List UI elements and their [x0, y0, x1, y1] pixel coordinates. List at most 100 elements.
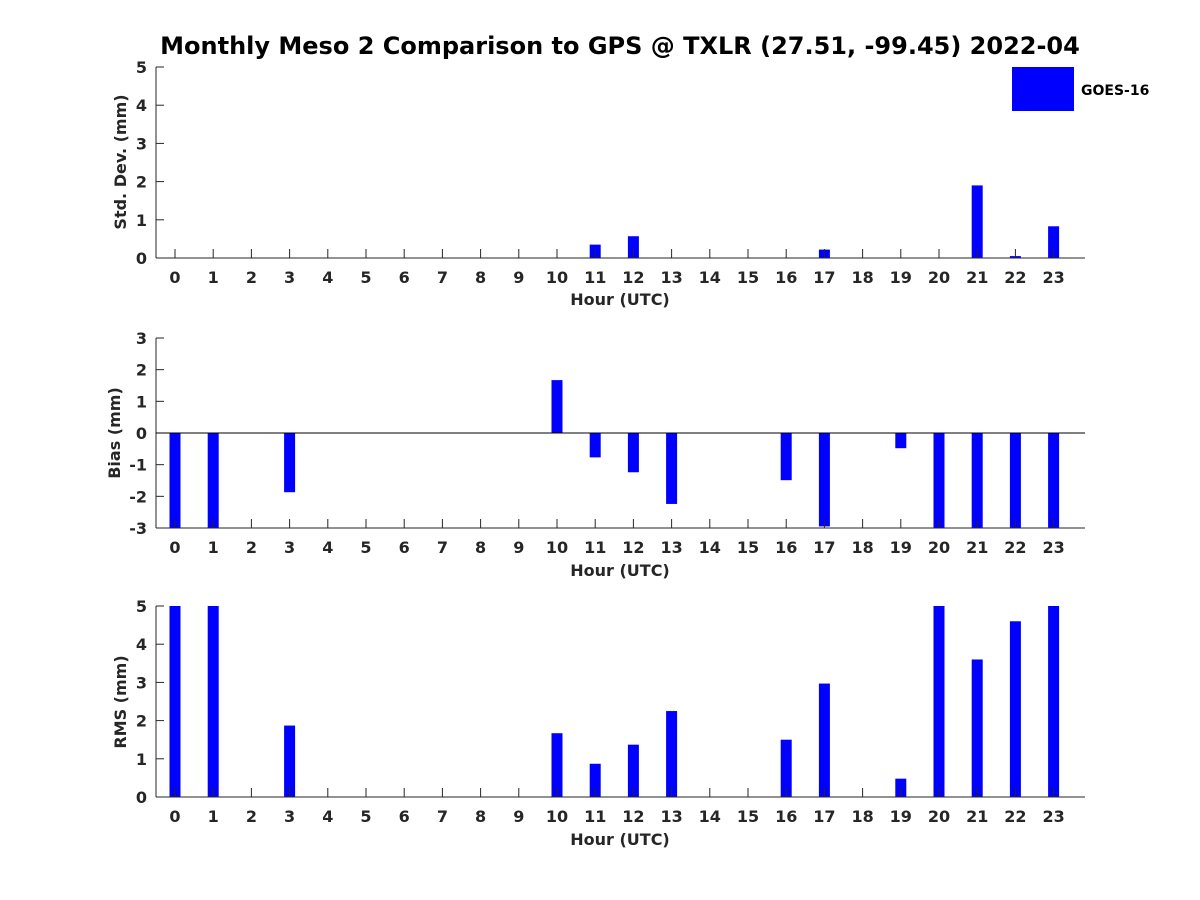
std-bar-hour-21 [971, 185, 983, 258]
rms-x-tick-label: 4 [322, 807, 333, 826]
rms-bar-hour-21 [971, 659, 983, 797]
rms-x-tick-label: 2 [246, 807, 257, 826]
bias-x-tick-label: 17 [813, 538, 835, 557]
rms-x-tick-label: 18 [851, 807, 873, 826]
bias-y-axis-label: Bias (mm) [105, 387, 124, 479]
bias-bar-hour-10 [551, 380, 563, 433]
std-x-tick-label: 11 [584, 268, 606, 287]
rms-y-axis-label: RMS (mm) [111, 655, 130, 748]
bias-x-tick-label: 6 [399, 538, 410, 557]
bias-x-tick-label: 4 [322, 538, 333, 557]
rms-x-tick-label: 3 [284, 807, 295, 826]
bias-x-tick-label: 8 [475, 538, 486, 557]
bias-bar-hour-23 [1048, 433, 1060, 528]
std-x-tick-label: 13 [660, 268, 682, 287]
rms-bar-hour-20 [933, 606, 945, 797]
bias-x-tick-label: 5 [360, 538, 371, 557]
std-x-tick-label: 0 [169, 268, 180, 287]
rms-y-ticks: 0 1 2 3 4 5 [136, 597, 164, 807]
rms-y-tick-label: 0 [136, 788, 147, 807]
std-x-tick-label: 17 [813, 268, 835, 287]
bias-bar-hour-11 [589, 433, 601, 458]
bias-y-tick-label: -1 [129, 456, 147, 475]
bias-x-tick-label: 19 [890, 538, 912, 557]
std-dev-x-ticks: 0 1 2 3 4 5 6 7 8 9 10 11 12 13 14 15 16 17 18 19 20 21 22 23 [169, 249, 1065, 287]
bias-y-tick-label: -3 [129, 519, 147, 538]
legend: GOES-16 [1012, 67, 1149, 111]
bias-bar-hour-19 [895, 433, 907, 449]
bias-x-tick-label: 21 [966, 538, 988, 557]
bias-bar-hour-12 [627, 433, 639, 473]
bias-x-tick-label: 22 [1004, 538, 1026, 557]
std-y-tick-label: 5 [136, 58, 147, 77]
bias-x-tick-label: 0 [169, 538, 180, 557]
std-bar-hour-23 [1048, 226, 1060, 258]
rms-x-tick-label: 20 [928, 807, 950, 826]
rms-bar-hour-1 [207, 606, 219, 797]
bias-x-tick-label: 11 [584, 538, 606, 557]
bias-x-tick-label: 18 [851, 538, 873, 557]
rms-x-tick-label: 16 [775, 807, 797, 826]
std-y-tick-label: 0 [136, 249, 147, 268]
bias-x-tick-label: 10 [546, 538, 568, 557]
bias-y-tick-label: 1 [136, 392, 147, 411]
rms-bar-hour-17 [818, 683, 830, 797]
rms-x-tick-label: 9 [513, 807, 524, 826]
bias-bar-hour-3 [284, 433, 296, 493]
std-y-tick-label: 3 [136, 134, 147, 153]
bias-bar-hour-20 [933, 433, 945, 528]
rms-x-tick-label: 15 [737, 807, 759, 826]
std-dev-x-axis-label: Hour (UTC) [570, 290, 670, 309]
bias-bar-hour-1 [207, 433, 219, 528]
std-x-tick-label: 20 [928, 268, 950, 287]
bias-bar-hour-22 [1009, 433, 1021, 528]
bias-x-tick-label: 1 [208, 538, 219, 557]
chart-title: Monthly Meso 2 Comparison to GPS @ TXLR … [160, 32, 1080, 60]
rms-x-tick-label: 0 [169, 807, 180, 826]
std-y-tick-label: 1 [136, 211, 147, 230]
std-x-tick-label: 1 [208, 268, 219, 287]
bias-x-tick-label: 15 [737, 538, 759, 557]
std-x-tick-label: 19 [890, 268, 912, 287]
std-x-tick-label: 10 [546, 268, 568, 287]
rms-x-tick-label: 19 [890, 807, 912, 826]
std-x-tick-label: 4 [322, 268, 333, 287]
bias-y-ticks: -3 -2 -1 0 1 2 3 [129, 329, 164, 538]
bias-y-tick-label: 2 [136, 361, 147, 380]
rms-x-tick-label: 11 [584, 807, 606, 826]
bias-x-tick-label: 20 [928, 538, 950, 557]
bias-x-tick-label: 7 [437, 538, 448, 557]
std-x-tick-label: 18 [851, 268, 873, 287]
rms-x-tick-label: 17 [813, 807, 835, 826]
rms-x-tick-label: 14 [699, 807, 721, 826]
bias-bars [169, 380, 1060, 528]
bias-bar-hour-21 [971, 433, 983, 528]
bias-bar-hour-16 [780, 433, 792, 481]
rms-x-tick-label: 23 [1042, 807, 1064, 826]
bias-x-ticks: 0 1 2 3 4 5 6 7 8 9 10 11 12 13 14 15 16 17 18 19 20 21 22 23 [169, 519, 1065, 557]
panel-std-dev: 0 1 2 3 4 5 6 7 8 9 10 11 12 13 14 15 16 17 18 19 20 21 22 23 0… [111, 58, 1085, 309]
rms-x-axis-label: Hour (UTC) [570, 830, 670, 849]
bias-bar-hour-17 [818, 433, 830, 527]
rms-bar-hour-16 [780, 739, 792, 797]
panel-bias: 0 1 2 3 4 5 6 7 8 9 10 11 12 13 14 15 16 17 18 19 20 21 22 23 -… [105, 329, 1085, 580]
rms-x-tick-label: 5 [360, 807, 371, 826]
std-x-tick-label: 9 [513, 268, 524, 287]
rms-x-tick-label: 22 [1004, 807, 1026, 826]
std-x-tick-label: 23 [1042, 268, 1064, 287]
rms-bar-hour-0 [169, 606, 181, 797]
std-y-tick-label: 4 [136, 96, 147, 115]
rms-bar-hour-10 [551, 733, 563, 797]
rms-y-tick-label: 5 [136, 597, 147, 616]
std-x-tick-label: 5 [360, 268, 371, 287]
bias-x-axis-label: Hour (UTC) [570, 561, 670, 580]
rms-y-tick-label: 4 [136, 635, 147, 654]
rms-x-tick-label: 8 [475, 807, 486, 826]
std-x-tick-label: 3 [284, 268, 295, 287]
bias-x-tick-label: 14 [699, 538, 721, 557]
bias-x-tick-label: 3 [284, 538, 295, 557]
std-x-tick-label: 14 [699, 268, 721, 287]
bias-x-tick-label: 23 [1042, 538, 1064, 557]
std-x-tick-label: 7 [437, 268, 448, 287]
